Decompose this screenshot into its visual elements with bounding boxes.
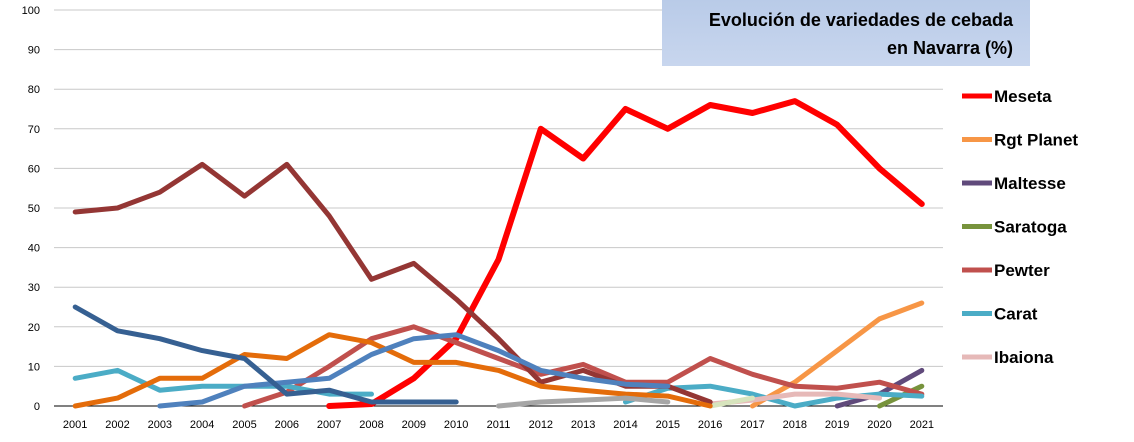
y-tick-label: 90 (28, 45, 40, 57)
x-tick-label: 2017 (740, 419, 764, 431)
x-tick-label: 2003 (148, 419, 172, 431)
x-tick-label: 2011 (487, 419, 511, 431)
chart-title: Evolución de variedades de cebada en Nav… (662, 0, 1030, 66)
series-line-meseta (326, 98, 925, 409)
x-tick-label: 2012 (529, 419, 553, 431)
legend-label-rgt-planet: Rgt Planet (994, 131, 1078, 150)
x-tick-label: 2018 (783, 419, 807, 431)
x-tick-label: 2013 (571, 419, 595, 431)
x-tick-label: 2014 (613, 419, 637, 431)
x-tick-label: 2015 (656, 419, 680, 431)
x-tick-label: 2020 (867, 419, 891, 431)
y-tick-label: 0 (34, 401, 40, 413)
series-line-unlabeled-7 (707, 395, 755, 409)
title-line-2: en Navarra (%) (887, 38, 1013, 58)
x-tick-label: 2010 (444, 419, 468, 431)
series-line-unlabeled-10 (157, 332, 671, 409)
y-tick-label: 100 (22, 5, 40, 17)
y-tick-label: 10 (28, 361, 40, 373)
x-tick-label: 2001 (63, 419, 87, 431)
legend-label-ibaiona: Ibaiona (994, 348, 1054, 367)
x-tick-label: 2019 (825, 419, 849, 431)
legend-label-meseta: Meseta (994, 87, 1052, 106)
series-lines (72, 98, 925, 409)
legend: Meseta Rgt Planet Maltesse Saratoga Pewter Ca… (962, 87, 1078, 367)
series-line-rgt-planet (750, 300, 925, 409)
y-tick-label: 50 (28, 203, 40, 215)
legend-label-maltesse: Maltesse (994, 174, 1066, 193)
series-line-unlabeled-8 (72, 161, 713, 405)
series-line-unlabeled-12 (496, 395, 671, 409)
x-tick-label: 2005 (232, 419, 256, 431)
y-tick-label: 80 (28, 84, 40, 96)
y-tick-label: 70 (28, 124, 40, 136)
y-tick-label: 30 (28, 282, 40, 294)
x-tick-label: 2004 (190, 419, 214, 431)
x-tick-label: 2008 (359, 419, 383, 431)
y-axis-ticks: 0 10 20 30 40 50 60 70 80 90 100 (22, 5, 40, 413)
x-tick-label: 2021 (910, 419, 934, 431)
x-tick-label: 2006 (275, 419, 299, 431)
legend-label-pewter: Pewter (994, 261, 1050, 280)
x-tick-label: 2007 (317, 419, 341, 431)
x-axis-ticks: 2001 2002 2003 2004 2005 2006 2007 2008 2009 2010… (63, 419, 934, 431)
x-tick-label: 2009 (402, 419, 426, 431)
series-line-unlabeled-11 (72, 304, 459, 405)
series-line-unlabeled-9 (72, 332, 713, 409)
legend-label-saratoga: Saratoga (994, 218, 1067, 237)
x-tick-label: 2016 (698, 419, 722, 431)
y-tick-label: 20 (28, 322, 40, 334)
y-tick-label: 60 (28, 163, 40, 175)
legend-label-carat: Carat (994, 305, 1038, 324)
y-tick-label: 40 (28, 243, 40, 255)
x-tick-label: 2002 (105, 419, 129, 431)
title-line-1: Evolución de variedades de cebada (709, 10, 1014, 30)
series-line-pewter (242, 324, 925, 409)
title-box (662, 0, 1030, 66)
